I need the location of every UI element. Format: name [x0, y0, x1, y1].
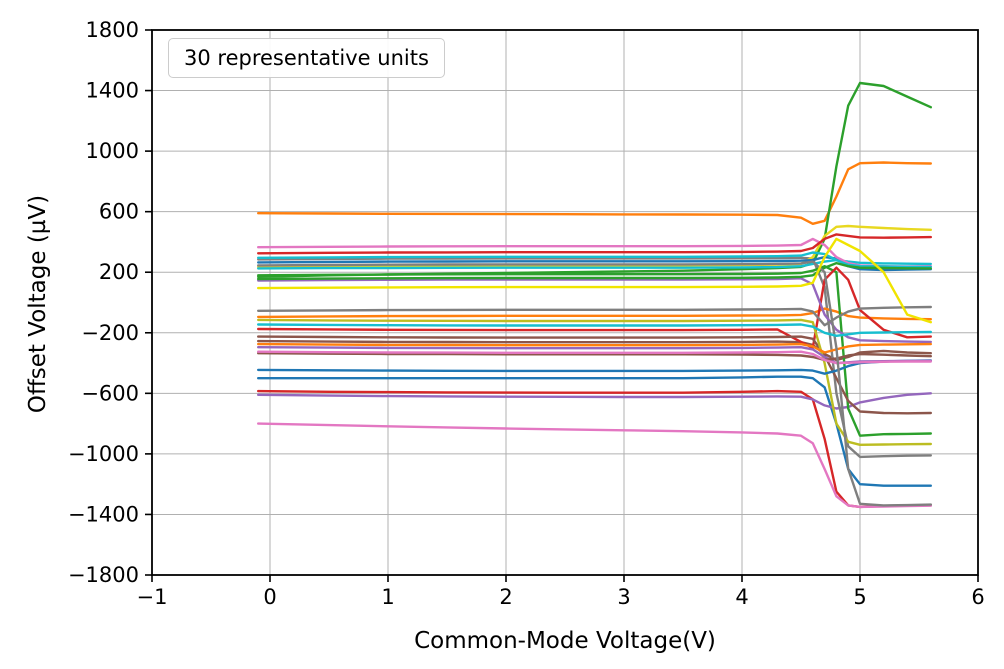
series-line-unit-1 [257, 375, 932, 487]
series-line-unit-7 [257, 422, 932, 509]
x-tick-label: 1 [381, 585, 394, 609]
y-tick-label: 1000 [86, 139, 139, 163]
y-tick-label: −1800 [68, 563, 139, 587]
series-line-unit-15 [257, 277, 932, 344]
y-tick-label: 600 [99, 200, 139, 224]
x-tick-label: 3 [617, 585, 630, 609]
y-axis-label: Offset Voltage (µV) [25, 194, 51, 414]
series-line-unit-28 [257, 260, 932, 507]
series-line-unit-22 [257, 342, 932, 354]
series-line-unit-10 [257, 258, 932, 270]
x-tick-label: 5 [853, 585, 866, 609]
y-tick-label: −600 [81, 381, 139, 405]
series-line-unit-2 [257, 161, 932, 226]
plot-border [151, 29, 979, 576]
series-line-unit-30 [257, 323, 932, 337]
series-line-unit-14 [257, 266, 932, 350]
series-line-unit-13 [257, 265, 932, 437]
y-tick-label: 200 [99, 260, 139, 284]
series-line-unit-29 [257, 237, 932, 324]
annotation-box: 30 representative units [168, 38, 445, 78]
series-line-unit-4 [257, 389, 932, 509]
x-tick-label: 2 [499, 585, 512, 609]
x-tick-label: 6 [971, 585, 984, 609]
x-tick-label: −1 [137, 585, 168, 609]
y-tick-label: −200 [81, 321, 139, 345]
x-axis-label: Common-Mode Voltage(V) [414, 628, 716, 654]
series-line-unit-6 [257, 339, 932, 362]
y-tick-label: 1400 [86, 79, 139, 103]
series-line-unit-24 [257, 233, 932, 255]
series-line-unit-5 [257, 392, 932, 410]
series-line-unit-27 [257, 350, 932, 365]
series-line-unit-23 [257, 261, 932, 281]
series-line-unit-26 [257, 352, 932, 362]
y-tick-label: −1000 [68, 442, 139, 466]
series-line-unit-19 [257, 318, 932, 446]
series-line-unit-20 [257, 251, 932, 269]
x-tick-label: 4 [735, 585, 748, 609]
series-line-unit-16 [257, 335, 932, 415]
series-line-unit-8 [257, 256, 932, 459]
y-tick-label: 1800 [86, 18, 139, 42]
series-line-unit-12 [257, 307, 932, 321]
series-line-unit-11 [257, 255, 932, 272]
series-line-unit-18 [257, 305, 932, 327]
x-tick-label: 0 [263, 585, 276, 609]
y-tick-label: −1400 [68, 502, 139, 526]
